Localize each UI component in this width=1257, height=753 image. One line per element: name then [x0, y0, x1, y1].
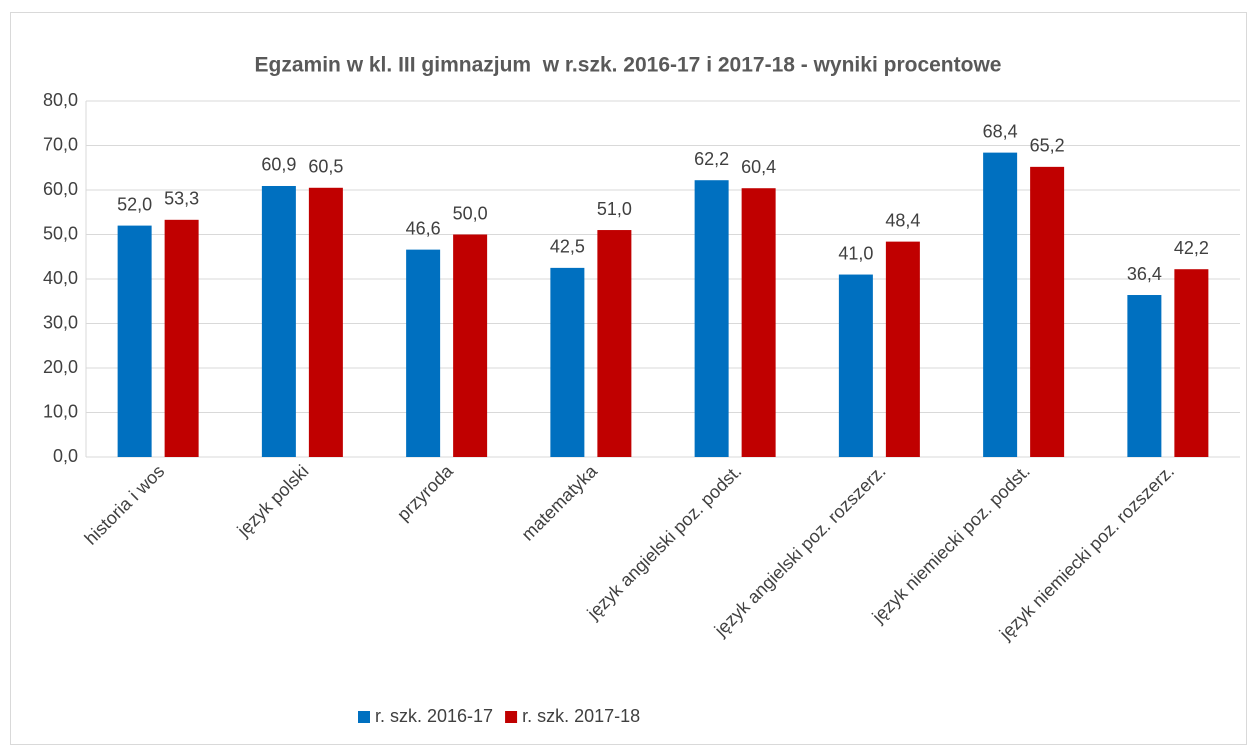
bar	[550, 267, 585, 457]
bar	[1127, 295, 1162, 457]
y-tick-label: 30,0	[43, 312, 78, 332]
bar	[838, 274, 873, 457]
bar	[1174, 269, 1209, 457]
y-tick-label: 10,0	[43, 401, 78, 421]
bar	[983, 152, 1018, 457]
value-label: 41,0	[838, 243, 873, 263]
value-label: 65,2	[1030, 136, 1065, 156]
legend-label: r. szk. 2017-18	[522, 706, 640, 726]
bar	[117, 225, 152, 457]
y-tick-label: 50,0	[43, 223, 78, 243]
value-label: 36,4	[1127, 264, 1162, 284]
bar	[406, 249, 441, 457]
bar	[453, 234, 488, 457]
value-label: 62,2	[694, 149, 729, 169]
bar	[694, 180, 729, 457]
bar	[741, 188, 776, 457]
value-label: 48,4	[885, 210, 920, 230]
y-tick-label: 20,0	[43, 357, 78, 377]
y-tick-label: 80,0	[43, 90, 78, 110]
bar	[1030, 166, 1065, 458]
value-label: 60,5	[308, 157, 343, 177]
legend-label: r. szk. 2016-17	[375, 706, 493, 726]
y-tick-label: 40,0	[43, 268, 78, 288]
value-label: 53,3	[164, 189, 199, 209]
legend-swatch	[358, 711, 370, 723]
value-label: 50,0	[453, 203, 488, 223]
value-label: 60,4	[741, 157, 776, 177]
bar	[308, 187, 343, 457]
y-tick-label: 0,0	[53, 446, 78, 466]
value-label: 52,0	[117, 194, 152, 214]
y-tick-label: 60,0	[43, 179, 78, 199]
bar	[261, 185, 296, 457]
bar	[597, 230, 632, 457]
value-label: 42,5	[550, 237, 585, 257]
legend-swatch	[505, 711, 518, 723]
chart-title: Egzamin w kl. III gimnazjum w r.szk. 201…	[255, 54, 1002, 77]
value-label: 51,0	[597, 199, 632, 219]
value-label: 68,4	[983, 121, 1018, 141]
bar	[885, 241, 920, 457]
value-label: 42,2	[1174, 238, 1209, 258]
y-tick-label: 70,0	[43, 134, 78, 154]
value-label: 46,6	[406, 218, 441, 238]
value-label: 60,9	[261, 155, 296, 175]
bar	[164, 219, 199, 457]
